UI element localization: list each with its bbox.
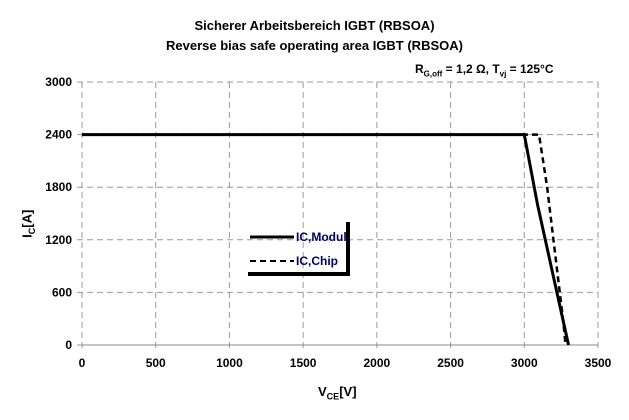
x-tick-label: 2000 bbox=[364, 356, 391, 370]
y-tick-label: 3000 bbox=[45, 75, 72, 89]
x-tick-label: 3500 bbox=[585, 356, 612, 370]
legend-label: IC,Modul bbox=[296, 230, 347, 244]
x-tick-label: 0 bbox=[79, 356, 86, 370]
y-tick-label: 1800 bbox=[45, 180, 72, 194]
x-tick-label: 3000 bbox=[511, 356, 538, 370]
legend-shadow bbox=[248, 222, 350, 276]
x-axis-label: VCE[V] bbox=[318, 384, 357, 402]
x-tick-label: 500 bbox=[146, 356, 166, 370]
chart-subtitle: Reverse bias safe operating area IGBT (R… bbox=[166, 38, 463, 53]
x-tick-label: 2500 bbox=[437, 356, 464, 370]
conditions-annotation: RG,off = 1,2 Ω, Tvj = 125°C bbox=[415, 62, 554, 78]
x-tick-label: 1000 bbox=[216, 356, 243, 370]
chart-title: Sicherer Arbeitsbereich IGBT (RBSOA) bbox=[194, 18, 435, 33]
annotation-r-sub: G,off bbox=[423, 69, 443, 79]
legend-label: IC,Chip bbox=[296, 254, 338, 268]
x-tick-label: 1500 bbox=[290, 356, 317, 370]
y-tick-label: 2400 bbox=[45, 128, 72, 142]
annotation-r: R bbox=[415, 62, 424, 76]
annotation-mid: = 1,2 Ω, T bbox=[442, 62, 500, 76]
y-tick-label: 0 bbox=[65, 338, 72, 352]
y-tick-label: 1200 bbox=[45, 233, 72, 247]
y-tick-label: 600 bbox=[52, 285, 72, 299]
series-line-2 bbox=[82, 133, 567, 346]
annotation-t-sub: vj bbox=[499, 69, 507, 79]
annotation-suffix: = 125°C bbox=[506, 62, 554, 76]
